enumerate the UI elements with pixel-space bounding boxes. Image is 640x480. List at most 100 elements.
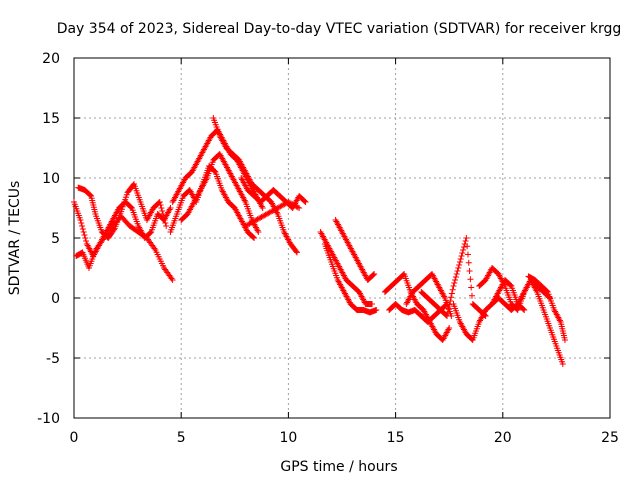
- y-tick-label: -10: [37, 411, 60, 427]
- data-point: [444, 309, 451, 316]
- data-point: [456, 262, 463, 268]
- x-tick-label: 10: [279, 430, 297, 446]
- data-point: [79, 223, 86, 229]
- data-point: [467, 276, 474, 283]
- data-point: [81, 232, 88, 238]
- series-track-20: [525, 273, 568, 343]
- data-point: [450, 283, 457, 289]
- plot-frame: [73, 57, 611, 419]
- data-point: [371, 271, 378, 277]
- data-point: [559, 361, 566, 367]
- data-point: [445, 305, 452, 312]
- data-point: [301, 198, 308, 205]
- y-tick-label: 15: [42, 111, 60, 127]
- data-points: [71, 115, 568, 367]
- data-point: [161, 217, 168, 223]
- data-point: [78, 220, 85, 226]
- data-point: [460, 247, 467, 253]
- data-point: [293, 249, 300, 256]
- data-point: [302, 199, 309, 205]
- x-tick-label: 25: [601, 430, 619, 446]
- x-tick-labels: 0 5 10 15 20 25: [70, 430, 619, 446]
- data-point: [159, 208, 166, 214]
- data-point: [448, 294, 455, 301]
- series-track-12: [332, 217, 378, 283]
- data-point: [464, 251, 471, 258]
- series-track-16: [418, 235, 489, 319]
- series-track-4: [167, 163, 258, 241]
- data-point: [169, 277, 176, 283]
- x-tick-label: 15: [387, 430, 405, 446]
- data-point: [160, 214, 167, 220]
- data-point: [444, 313, 451, 319]
- chart-title: Day 354 of 2023, Sidereal Day-to-day VTE…: [57, 21, 622, 37]
- data-point: [82, 235, 89, 241]
- data-point: [468, 292, 475, 299]
- data-point: [521, 307, 528, 313]
- grid: [73, 57, 611, 419]
- data-point: [293, 248, 300, 255]
- series-track-2: [75, 181, 170, 241]
- series-track-19: [489, 277, 566, 367]
- data-point: [369, 301, 376, 307]
- data-point: [462, 238, 469, 244]
- data-point: [159, 211, 166, 217]
- data-point: [447, 298, 454, 304]
- data-point: [460, 244, 467, 250]
- data-point: [296, 205, 303, 211]
- data-point: [457, 256, 464, 262]
- series-track-6: [178, 151, 262, 235]
- data-point: [451, 280, 458, 286]
- data-point: [455, 265, 462, 271]
- y-tick-label: 20: [42, 51, 60, 67]
- x-tick-label: 20: [494, 430, 512, 446]
- data-point: [452, 274, 459, 280]
- series-track-9: [242, 199, 303, 229]
- data-point: [162, 220, 169, 226]
- x-tick-label: 5: [177, 430, 186, 446]
- data-point: [251, 235, 258, 241]
- data-point: [446, 301, 453, 308]
- series-track-8: [238, 175, 309, 211]
- data-point: [163, 223, 170, 229]
- data-point: [87, 192, 94, 199]
- data-point: [77, 217, 84, 223]
- data-point: [446, 325, 453, 331]
- data-point: [259, 205, 266, 211]
- y-tick-label: 5: [51, 231, 60, 247]
- data-point: [250, 234, 257, 241]
- data-point: [561, 337, 568, 343]
- data-point: [463, 235, 470, 241]
- data-point: [80, 229, 87, 235]
- series-track-10: [317, 229, 376, 307]
- data-point: [458, 253, 465, 259]
- series-track-3: [73, 213, 176, 283]
- data-point: [466, 268, 473, 274]
- data-point: [452, 277, 459, 283]
- data-point: [167, 205, 174, 211]
- x-axis-label: GPS time / hours: [280, 459, 397, 475]
- data-point: [456, 259, 463, 265]
- data-point: [464, 243, 471, 250]
- data-point: [79, 226, 86, 232]
- data-point: [454, 268, 461, 274]
- data-point: [448, 290, 455, 297]
- data-point: [449, 286, 456, 293]
- y-tick-labels: -10 -5 0 5 10 15 20: [37, 51, 60, 427]
- series-track-11: [321, 241, 380, 316]
- data-point: [83, 238, 90, 244]
- y-axis-label: SDTVAR / TECUs: [7, 181, 23, 296]
- y-tick-label: 10: [42, 171, 60, 187]
- data-point: [157, 202, 164, 208]
- y-tick-label: 0: [51, 291, 60, 307]
- data-point: [370, 271, 377, 278]
- data-point: [465, 259, 472, 266]
- data-point: [520, 306, 527, 313]
- data-point: [156, 199, 163, 205]
- y-tick-label: -5: [46, 351, 60, 367]
- data-point: [255, 229, 262, 235]
- data-point: [373, 307, 380, 313]
- data-point: [468, 284, 475, 291]
- x-tick-label: 0: [70, 430, 79, 446]
